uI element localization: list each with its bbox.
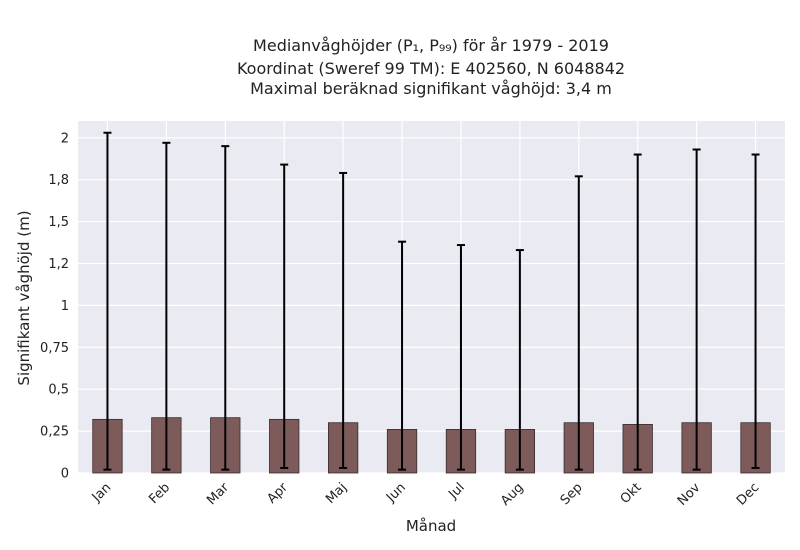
y-tick-label: 0,75 (40, 341, 69, 356)
error-bar-jul (456, 244, 465, 471)
y-tick-label: 1,2 (48, 257, 69, 272)
chart-title-line-3: Maximal beräknad signifikant våghöjd: 3,… (250, 79, 612, 98)
x-tick-label: Sep (558, 480, 586, 508)
error-bar-okt (633, 153, 642, 471)
x-tick-label: Nov (675, 480, 704, 509)
error-bar-maj (339, 171, 348, 469)
y-axis-ticks: 0 0,25 0,5 0,75 1 1,2 1,5 1,8 2 (40, 131, 69, 481)
y-tick-label: 0,25 (40, 425, 69, 440)
y-tick-label: 2 (61, 131, 69, 146)
x-tick-label: Aug (498, 480, 527, 509)
error-bar-jan (103, 131, 112, 471)
x-tick-label: Feb (146, 480, 173, 507)
x-tick-label: Maj (323, 480, 350, 507)
error-bar-feb (162, 141, 171, 471)
x-tick-label: Okt (618, 480, 645, 507)
x-tick-label: Mar (204, 480, 232, 508)
x-tick-label: Jun (383, 480, 409, 506)
y-tick-label: 1,8 (48, 173, 69, 188)
error-bar-jun (398, 240, 407, 471)
error-bars (103, 131, 760, 471)
plot-area (78, 121, 785, 473)
y-tick-label: 1 (61, 299, 69, 314)
x-tick-label: Jan (89, 480, 114, 505)
x-tick-label: Jul (445, 480, 467, 502)
chart-title-line-1: Medianvåghöjder (P₁, P₉₉) för år 1979 - … (253, 36, 609, 55)
error-bar-sep (574, 175, 583, 471)
y-tick-label: 0 (61, 467, 69, 482)
error-bar-aug (515, 249, 524, 471)
chart-title-line-2: Koordinat (Sweref 99 TM): E 402560, N 60… (237, 59, 625, 78)
error-bar-mar (221, 145, 230, 471)
error-bar-apr (280, 163, 289, 469)
x-axis-ticks: Jan Feb Mar Apr Maj Jun Jul Aug Sep Okt Nov Dec (89, 480, 763, 509)
y-tick-label: 1,5 (48, 215, 69, 230)
x-tick-label: Dec (734, 480, 762, 508)
y-axis-label: Signifikant våghöjd (m) (15, 210, 33, 385)
error-bar-dec (751, 153, 760, 469)
error-bar-nov (692, 148, 701, 471)
x-tick-label: Apr (265, 480, 292, 507)
y-tick-label: 0,5 (48, 383, 69, 398)
x-axis-label: Månad (406, 517, 456, 535)
chart-title: Medianvåghöjder (P₁, P₉₉) för år 1979 - … (237, 36, 625, 98)
